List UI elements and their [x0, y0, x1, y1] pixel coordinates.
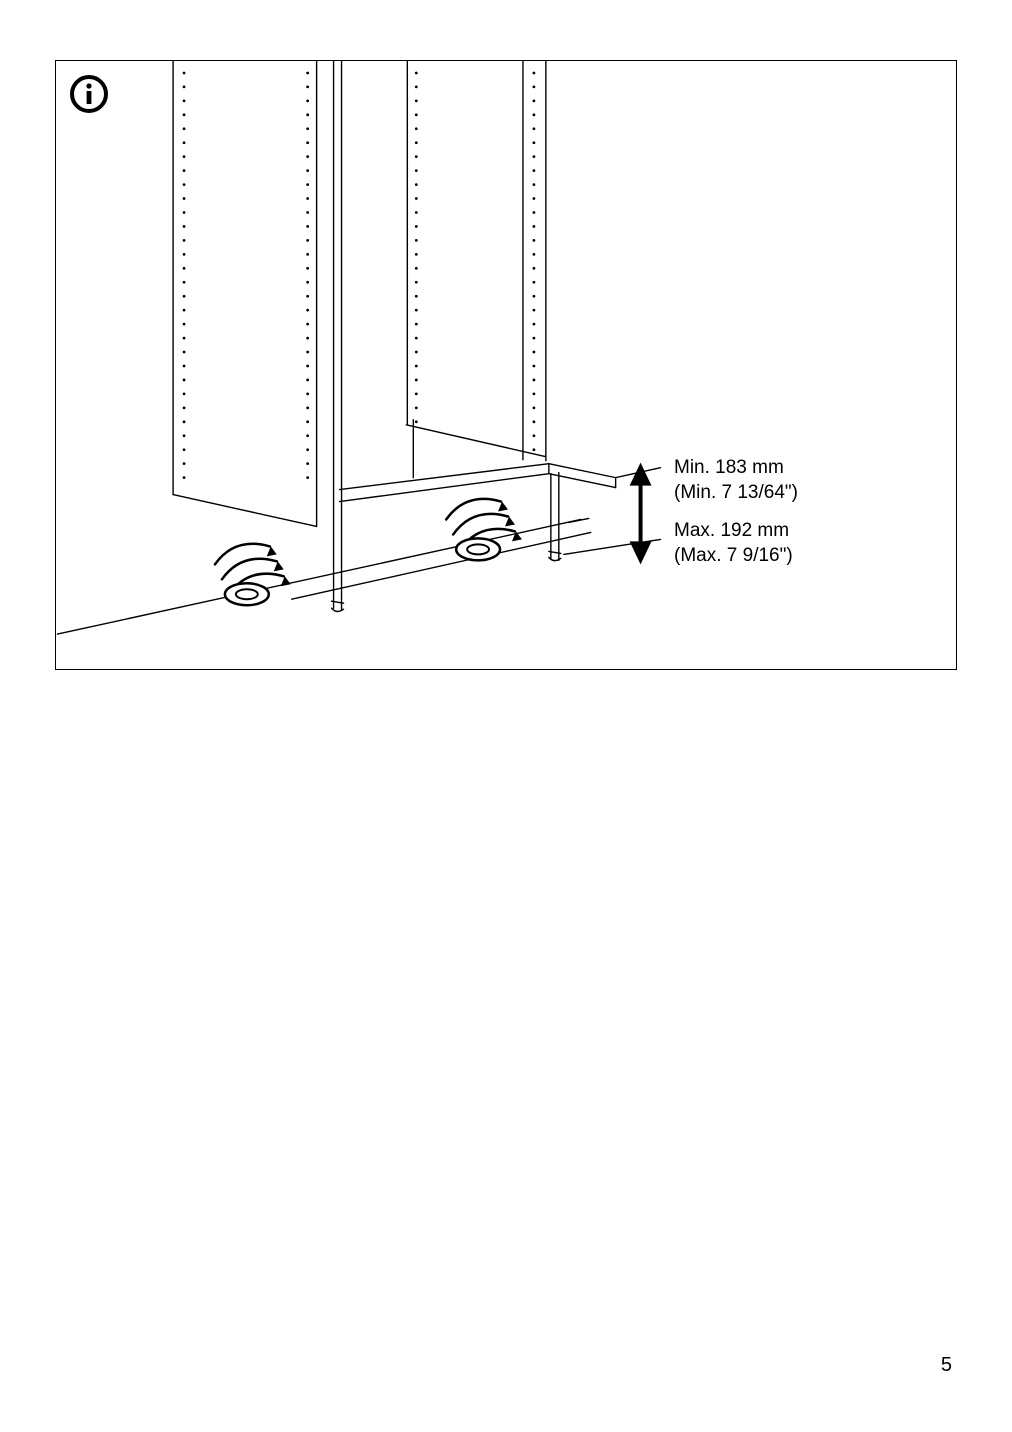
- dimension-min-mm: Min. 183 mm: [674, 456, 798, 481]
- dimension-max-mm: Max. 192 mm: [674, 519, 793, 544]
- diagram-frame: Min. 183 mm (Min. 7 13/64") Max. 192 mm …: [55, 60, 957, 670]
- dimension-max: Max. 192 mm (Max. 7 9/16"): [674, 519, 793, 568]
- page: Min. 183 mm (Min. 7 13/64") Max. 192 mm …: [0, 0, 1012, 1432]
- page-number: 5: [941, 1354, 952, 1377]
- dimension-min-in: (Min. 7 13/64"): [674, 481, 798, 506]
- cabinet-leg-diagram: [56, 61, 956, 669]
- dimension-min: Min. 183 mm (Min. 7 13/64"): [674, 456, 798, 505]
- dimension-max-in: (Max. 7 9/16"): [674, 544, 793, 569]
